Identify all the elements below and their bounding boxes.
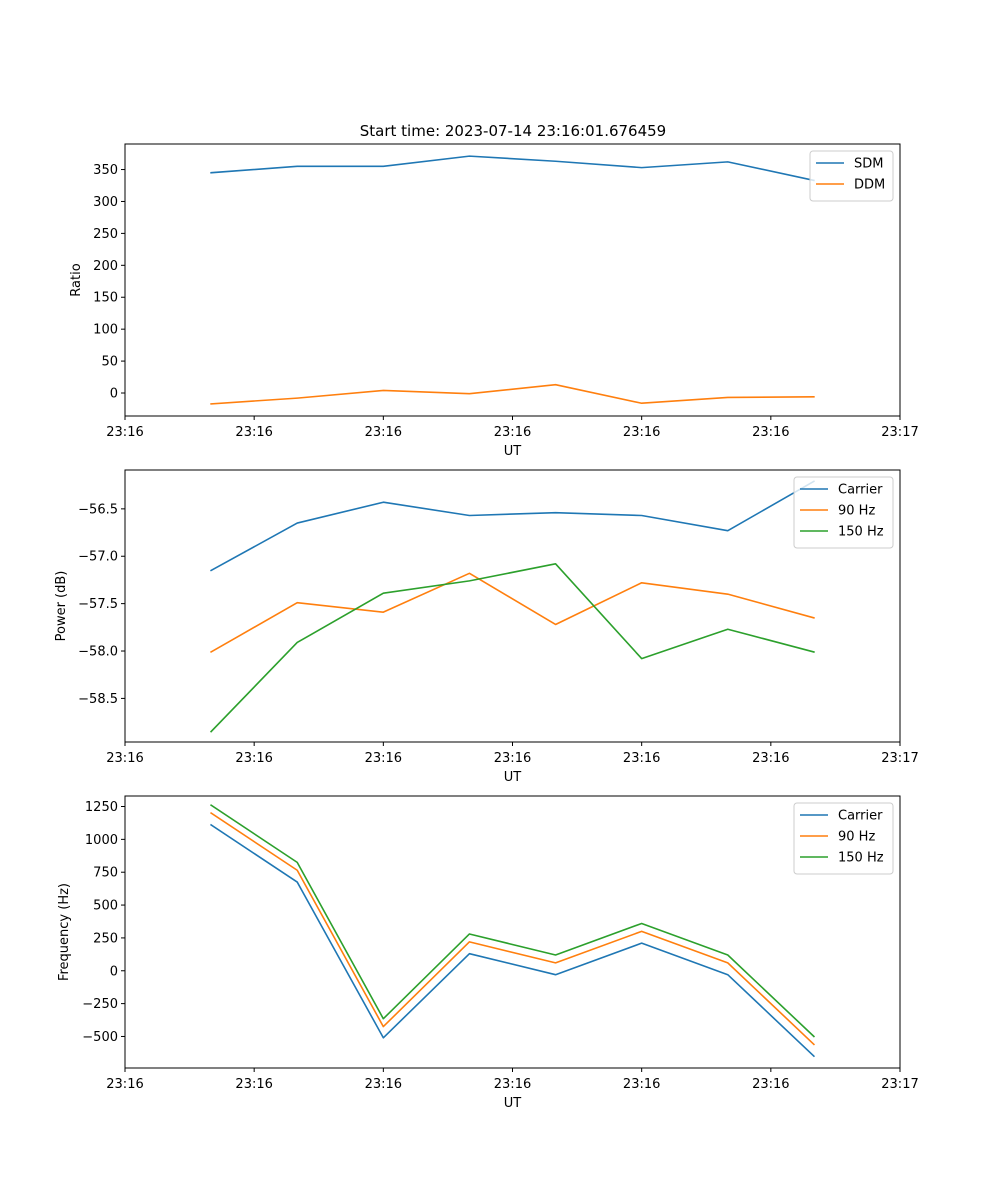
x-tick-label: 23:16 xyxy=(752,1077,789,1092)
legend-label-150-hz: 150 Hz xyxy=(838,525,884,540)
y-tick-label: 0 xyxy=(110,387,118,402)
y-axis: 0 50 100 150 200 250 300 350 Ratio xyxy=(69,163,125,402)
y-tick-label: 350 xyxy=(93,163,118,178)
x-axis: 23:16 23:16 23:16 23:16 23:16 23:16 23:17 UT xyxy=(106,1068,919,1111)
legend: SDM DDM xyxy=(809,150,894,202)
y-tick-label: −57.5 xyxy=(78,597,118,612)
series-lines xyxy=(210,804,816,1058)
series-points-90-hz xyxy=(211,813,814,1045)
x-axis: 23:16 23:16 23:16 23:16 23:16 23:16 23:17 UT xyxy=(106,742,919,785)
legend: Carrier 90 Hz 150 Hz xyxy=(793,476,894,549)
panels: 23:16 23:16 23:16 23:16 23:16 23:16 23:17 UT 0 50… xyxy=(54,143,919,1111)
y-tick-label: 50 xyxy=(101,355,118,370)
y-axis-label: Power (dB) xyxy=(54,571,69,642)
x-tick-label: 23:16 xyxy=(106,425,143,440)
y-tick-label: −56.5 xyxy=(78,502,118,517)
chart-panel-2: 23:16 23:16 23:16 23:16 23:16 23:16 23:17 UT −58… xyxy=(54,469,919,785)
y-tick-label: −500 xyxy=(82,1030,118,1045)
series-line-carrier xyxy=(210,480,815,572)
y-axis: −58.5 −58.0 −57.5 −57.0 −56.5 Power (dB) xyxy=(54,502,125,707)
x-tick-label: 23:16 xyxy=(106,1077,143,1092)
x-tick-label: 23:16 xyxy=(106,751,143,766)
y-tick-label: −58.5 xyxy=(78,692,118,707)
y-axis-label: Ratio xyxy=(69,263,84,296)
x-tick-label: 23:16 xyxy=(365,425,402,440)
x-tick-label: 23:17 xyxy=(881,751,918,766)
series-points-carrier xyxy=(211,824,814,1057)
series-points-90-hz xyxy=(211,573,814,652)
series-lines xyxy=(210,155,815,405)
y-tick-label: 0 xyxy=(110,964,118,979)
legend-label-carrier: Carrier xyxy=(838,809,883,824)
series-line-90-hz xyxy=(210,572,815,654)
series-points-150-hz xyxy=(211,805,814,1037)
x-axis-label: UT xyxy=(504,444,522,459)
x-tick-label: 23:16 xyxy=(365,751,402,766)
y-axis: −500 −250 0 250 500 750 1000 1250 Frequency (Hz) xyxy=(57,800,125,1045)
y-tick-label: 300 xyxy=(93,195,118,210)
legend-label-ddm: DDM xyxy=(854,178,885,193)
y-tick-label: −58.0 xyxy=(78,645,118,660)
y-tick-label: 150 xyxy=(93,291,118,306)
x-tick-label: 23:16 xyxy=(494,425,531,440)
y-tick-label: 1000 xyxy=(85,833,118,848)
y-tick-label: 500 xyxy=(93,899,118,914)
legend-label-150-hz: 150 Hz xyxy=(838,851,884,866)
chart-panel-3: 23:16 23:16 23:16 23:16 23:16 23:16 23:17 UT −50… xyxy=(57,795,919,1111)
y-tick-label: 100 xyxy=(93,323,118,338)
x-tick-label: 23:16 xyxy=(623,1077,660,1092)
series-line-ddm xyxy=(210,383,815,405)
legend-label-90-hz: 90 Hz xyxy=(838,830,875,845)
x-axis-label: UT xyxy=(504,1096,522,1111)
figure-title: Start time: 2023-07-14 23:16:01.676459 xyxy=(360,122,666,140)
series-line-150-hz xyxy=(210,804,816,1038)
x-tick-label: 23:16 xyxy=(623,425,660,440)
x-tick-label: 23:16 xyxy=(235,425,272,440)
x-axis: 23:16 23:16 23:16 23:16 23:16 23:16 23:17 UT xyxy=(106,416,919,459)
legend-label-carrier: Carrier xyxy=(838,483,883,498)
legend-label-sdm: SDM xyxy=(854,157,883,172)
y-tick-label: −250 xyxy=(82,997,118,1012)
series-line-carrier xyxy=(210,823,816,1058)
y-tick-label: 200 xyxy=(93,259,118,274)
x-tick-label: 23:16 xyxy=(365,1077,402,1092)
x-tick-label: 23:16 xyxy=(235,751,272,766)
x-tick-label: 23:16 xyxy=(494,751,531,766)
legend: Carrier 90 Hz 150 Hz xyxy=(793,802,894,875)
y-tick-label: 250 xyxy=(93,227,118,242)
x-tick-label: 23:16 xyxy=(494,1077,531,1092)
series-line-150-hz xyxy=(209,563,815,733)
x-tick-label: 23:16 xyxy=(752,425,789,440)
y-tick-label: −57.0 xyxy=(78,550,118,565)
y-tick-label: 250 xyxy=(93,931,118,946)
y-tick-label: 1250 xyxy=(85,800,118,815)
series-line-sdm xyxy=(210,155,815,182)
x-tick-label: 23:16 xyxy=(235,1077,272,1092)
series-points-150-hz xyxy=(211,563,814,732)
legend-label-90-hz: 90 Hz xyxy=(838,504,875,519)
y-tick-label: 750 xyxy=(93,866,118,881)
x-axis-label: UT xyxy=(504,770,522,785)
x-tick-label: 23:16 xyxy=(623,751,660,766)
x-tick-label: 23:16 xyxy=(752,751,789,766)
x-tick-label: 23:17 xyxy=(881,425,918,440)
series-points-ddm xyxy=(211,384,814,404)
y-axis-label: Frequency (Hz) xyxy=(57,883,72,981)
series-line-90-hz xyxy=(210,811,816,1046)
x-tick-label: 23:17 xyxy=(881,1077,918,1092)
chart-panel-1: 23:16 23:16 23:16 23:16 23:16 23:16 23:17 UT 0 50… xyxy=(69,143,919,459)
series-lines xyxy=(209,480,815,733)
